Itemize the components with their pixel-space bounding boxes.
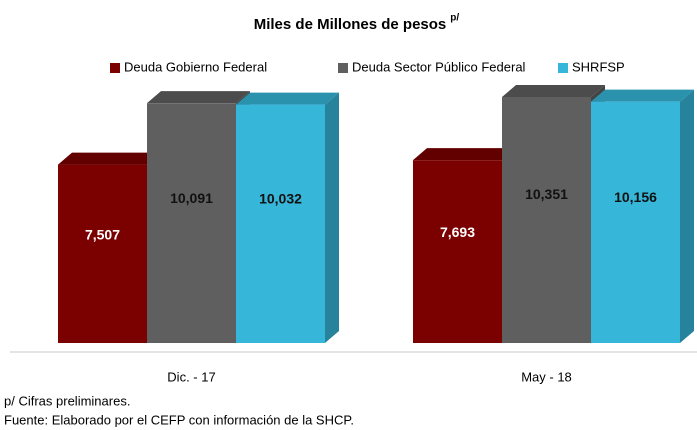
bar — [591, 101, 680, 343]
bar — [502, 97, 591, 343]
bar — [236, 104, 325, 343]
legend-swatch — [558, 63, 568, 73]
bar-top — [147, 91, 250, 104]
value-label: 10,091 — [170, 190, 213, 206]
bar-top — [236, 92, 339, 105]
bar-top — [591, 89, 694, 102]
bar — [413, 160, 502, 343]
bar-side — [325, 92, 339, 343]
value-label: 7,693 — [440, 224, 475, 240]
bar — [58, 164, 147, 343]
value-label: 10,156 — [614, 189, 657, 205]
bar-top — [502, 85, 605, 97]
title-note: p/ — [450, 13, 459, 24]
footnote: p/ Cifras preliminares. — [4, 393, 130, 408]
x-tick-label: Dic. - 17 — [167, 369, 215, 384]
value-label: 7,507 — [85, 227, 120, 243]
legend-swatch — [338, 63, 348, 73]
value-label: 10,032 — [259, 191, 302, 207]
bar-side — [680, 89, 694, 343]
bar-top — [413, 148, 516, 161]
source-note: Fuente: Elaborado por el CEFP con inform… — [4, 412, 354, 427]
legend-label: Deuda Sector Público Federal — [352, 59, 526, 74]
value-label: 10,351 — [525, 186, 568, 202]
legend-label: SHRFSP — [572, 59, 625, 74]
legend-swatch — [110, 63, 120, 73]
bar — [147, 103, 236, 344]
x-tick-label: May - 18 — [521, 369, 572, 384]
bar-top — [58, 152, 161, 165]
chart-title: Miles de Millones de pesos — [254, 16, 447, 33]
legend-label: Deuda Gobierno Federal — [124, 59, 267, 74]
